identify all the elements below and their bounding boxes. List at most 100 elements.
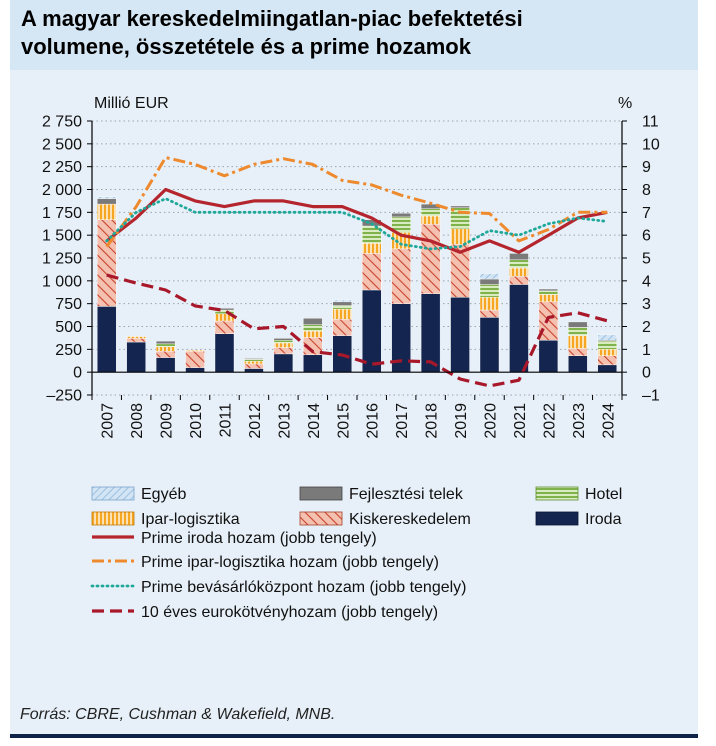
left-tick-label: 1 000 [42,273,82,290]
bar-hotel-2015 [332,305,352,310]
bar-kiskereskedelem-2023 [568,348,588,356]
bar-hotel-2014 [303,324,323,332]
bar-ipar-2023 [568,335,588,349]
right-tick-label: 4 [642,273,651,290]
bar-hotel-2016 [362,225,382,244]
chart-panel [10,70,698,734]
bar-kiskereskedelem-2012 [244,363,264,369]
x-tick-label: 2012 [247,403,264,439]
bar-ipar-2021 [509,267,529,277]
x-tick-label: 2009 [159,403,176,439]
bar-ipar-2010 [185,350,205,352]
legend-label-euro10: 10 éves eurokötvényhozam (jobb tengely) [141,604,438,621]
legend-label-prime_iroda: Prime iroda hozam (jobb tengely) [141,530,377,547]
bar-iroda-2021 [509,284,529,373]
legend-label-ipar: Ipar-logisztika [141,511,240,528]
bar-egyeb-2007 [97,196,117,199]
left-tick-label: 0 [73,365,82,382]
bar-hotel-2012 [244,359,264,362]
bar-hotel-2024 [597,340,617,350]
legend-swatch-fejlesztesi [299,486,343,501]
legend: Egyéb Fejlesztési telek Hotel Ipar-logiszti… [90,486,622,621]
bar-fejlesztesi-2017 [391,213,411,218]
bar-iroda-2010 [185,367,205,373]
bar-fejlesztesi-2009 [155,340,176,345]
bar-egyeb-2020 [479,273,500,280]
bar-kiskereskedelem-2020 [479,309,500,318]
title-band: A magyar kereskedelmiingatlan-piac befek… [10,0,698,70]
x-tick-label: 2018 [424,403,441,439]
left-tick-label: 2 750 [42,114,82,131]
bar-kiskereskedelem-2016 [362,253,382,291]
bar-ipar-2013 [273,342,294,348]
x-tick-label: 2007 [100,403,117,439]
bar-iroda-2013 [273,353,294,373]
bar-fejlesztesi-2013 [273,338,294,341]
bar-iroda-2011 [214,333,235,373]
bar-iroda-2019 [450,297,470,373]
bars [97,196,617,373]
bar-ipar-2008 [126,336,146,339]
bar-kiskereskedelem-2021 [509,276,529,285]
right-tick-label: 11 [642,114,659,131]
bar-iroda-2016 [362,289,382,373]
legend-label-prime_bev: Prime bevásárlóközpont hozam (jobb tenge… [141,579,467,596]
bar-kiskereskedelem-2015 [332,318,352,336]
left-tick-label: 2 250 [42,159,82,176]
legend-swatch-ipar [91,511,135,526]
bar-hotel-2022 [538,290,559,295]
left-tick-label: 250 [55,342,82,359]
chart-title-line-1: A magyar kereskedelmiingatlan-piac befek… [21,6,523,31]
y-axis-label-right: % [618,95,632,112]
right-tick-label: –1 [642,388,660,405]
bar-hotel-2018 [420,208,441,217]
x-tick-label: 2017 [394,403,411,439]
left-tick-label: 2 500 [42,136,82,153]
bar-ipar-2014 [303,330,323,338]
legend-label-iroda: Iroda [585,511,622,528]
bar-ipar-2024 [597,349,617,356]
bar-kiskereskedelem-2011 [214,320,235,335]
right-tick-label: 8 [642,182,651,199]
right-tick-label: 3 [642,296,651,313]
bar-iroda-2014 [303,354,323,373]
right-tick-label: 10 [642,136,660,153]
bar-fejlesztesi-2020 [479,278,500,285]
right-tick-label: 7 [642,205,651,222]
bar-fejlesztesi-2019 [450,205,470,208]
bar-iroda-2023 [568,355,588,373]
bar-fejlesztesi-2014 [303,318,323,325]
bar-hotel-2013 [273,340,294,344]
legend-swatch-kiskereskedelem [299,511,343,526]
right-tick-label: 0 [642,365,651,382]
bar-ipar-2020 [479,297,500,311]
bar-kiskereskedelem-2017 [391,248,411,304]
bar-kiskereskedelem-2013 [273,347,294,355]
bar-iroda-2020 [479,317,500,373]
bar-ipar-2019 [450,228,470,245]
x-tick-label: 2013 [276,403,293,439]
left-tick-label: 1 250 [42,251,82,268]
left-tick-label: –250 [46,388,82,405]
legend-label-egyeb: Egyéb [141,486,186,503]
legend-label-hotel: Hotel [585,486,622,503]
bar-fejlesztesi-2012 [244,358,264,360]
bar-kiskereskedelem-2018 [420,224,441,294]
bar-iroda-2022 [538,340,559,373]
bar-fejlesztesi-2021 [509,253,529,261]
bar-ipar-2016 [362,243,382,254]
source-note: Forrás: CBRE, Cushman & Wakefield, MNB. [20,706,336,723]
bar-iroda-2024 [597,364,617,373]
line-prime_iroda [105,187,608,254]
bar-fejlesztesi-2022 [538,288,559,292]
legend-label-kiskereskedelem: Kiskereskedelem [349,511,471,528]
x-tick-label: 2010 [188,403,205,439]
left-tick-label: 1 750 [42,205,82,222]
left-tick-label: 2 000 [42,182,82,199]
y-axis-label-left: Millió EUR [94,95,169,112]
bar-hotel-2023 [568,327,588,336]
chart-title-line-2: volumene, összetétele és a prime hozamok [21,34,471,59]
legend-label-fejlesztesi: Fejlesztési telek [349,486,464,503]
